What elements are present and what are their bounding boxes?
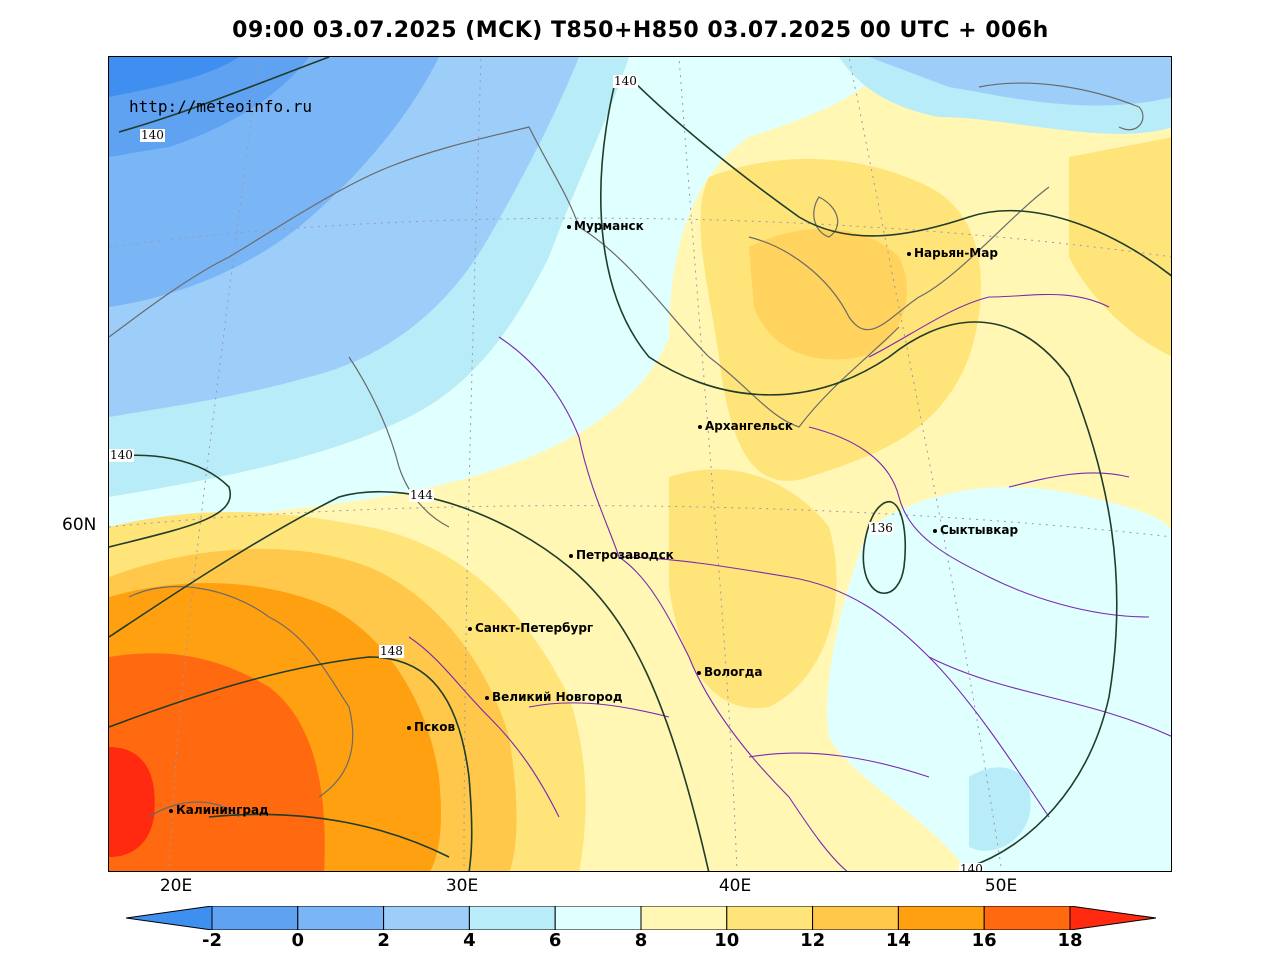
temperature-field — [109, 57, 1171, 871]
city-dot-icon — [698, 424, 702, 429]
city-dot-icon — [485, 695, 489, 700]
city-dot-icon — [169, 808, 173, 813]
contour-label: 140 — [959, 863, 984, 871]
colorbar-tick-label: 16 — [971, 930, 997, 951]
colorbar-segment — [640, 906, 728, 930]
colorbar-segment — [383, 906, 470, 930]
colorbar-tick-label: -2 — [202, 930, 222, 951]
colorbar — [126, 906, 1156, 930]
lon-label: 30E — [445, 876, 479, 896]
city-marker: Великий Новгород — [485, 690, 623, 704]
colorbar-tick-label: 6 — [548, 930, 562, 951]
colorbar-tick-label: 2 — [377, 930, 390, 951]
city-dot-icon — [697, 670, 701, 675]
colorbar-segment — [812, 906, 899, 930]
city-marker: Петрозаводск — [569, 548, 674, 562]
contour-label: 140 — [613, 74, 638, 88]
contour-label: 140 — [140, 128, 165, 142]
colorbar-segment — [297, 906, 385, 930]
colorbar-tick-label: 8 — [634, 930, 648, 951]
lon-label: 50E — [984, 876, 1018, 896]
city-marker: Сыктывкар — [933, 523, 1018, 537]
contour-label: 144 — [409, 488, 434, 502]
city-marker: Калининград — [169, 803, 269, 817]
city-dot-icon — [933, 528, 937, 533]
city-marker: Псков — [407, 720, 455, 734]
colorbar-tick-label: 18 — [1057, 930, 1083, 951]
city-dot-icon — [567, 224, 571, 229]
city-dot-icon — [407, 725, 411, 730]
colorbar-segment — [211, 906, 299, 930]
city-dot-icon — [569, 553, 573, 558]
city-dot-icon — [907, 251, 911, 256]
colorbar-tick-label: 14 — [885, 930, 911, 951]
colorbar-arrow-right — [1069, 906, 1156, 930]
contour-label: 140 — [109, 448, 134, 462]
city-marker: Мурманск — [567, 219, 644, 233]
contour-label: 148 — [379, 644, 404, 658]
city-marker: Санкт-Петербург — [468, 621, 593, 635]
weather-map[interactable]: http://meteoinfo.ru Мурманск Нарьян-Мар … — [108, 56, 1172, 872]
colorbar-tick-label: 10 — [714, 930, 740, 951]
colorbar-tick-label: 4 — [463, 930, 476, 951]
watermark-url[interactable]: http://meteoinfo.ru — [129, 97, 313, 116]
colorbar-segment — [468, 906, 556, 930]
city-marker: Архангельск — [698, 419, 793, 433]
contour-label: 136 — [869, 521, 894, 535]
city-marker: Вологда — [697, 665, 762, 679]
colorbar-segment — [726, 906, 814, 930]
colorbar-segment — [897, 906, 985, 930]
lon-label: 40E — [718, 876, 752, 896]
map-title: 09:00 03.07.2025 (MCK) T850+H850 03.07.2… — [232, 18, 1049, 43]
lon-label: 20E — [159, 876, 193, 896]
city-dot-icon — [468, 626, 472, 631]
colorbar-tick-label: 0 — [291, 930, 305, 951]
city-marker: Нарьян-Мар — [907, 246, 998, 260]
colorbar-segment — [554, 906, 642, 930]
lat-label: 60N — [62, 515, 97, 535]
colorbar-tick-label: 12 — [800, 930, 826, 951]
colorbar-arrow-left — [126, 906, 213, 930]
colorbar-segment — [983, 906, 1071, 930]
